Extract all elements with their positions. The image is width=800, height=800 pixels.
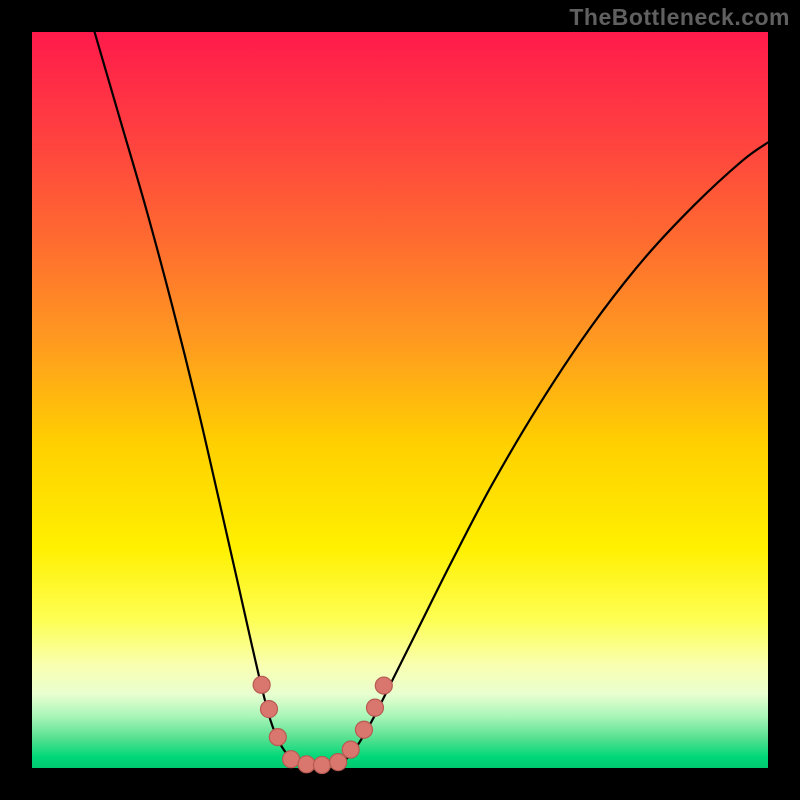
- curve-layer: [32, 32, 768, 768]
- curve-right: [337, 142, 768, 764]
- marker-point: [313, 757, 330, 774]
- marker-point: [375, 677, 392, 694]
- marker-point: [342, 741, 359, 758]
- plot-area: [32, 32, 768, 768]
- watermark-text: TheBottleneck.com: [569, 4, 790, 31]
- marker-point: [330, 754, 347, 771]
- marker-point: [283, 751, 300, 768]
- marker-point: [298, 756, 315, 773]
- marker-point: [355, 721, 372, 738]
- marker-point: [253, 676, 270, 693]
- marker-point: [366, 699, 383, 716]
- marker-point: [269, 729, 286, 746]
- marker-point: [260, 701, 277, 718]
- figure-stage: TheBottleneck.com: [0, 0, 800, 800]
- curve-left: [95, 32, 301, 764]
